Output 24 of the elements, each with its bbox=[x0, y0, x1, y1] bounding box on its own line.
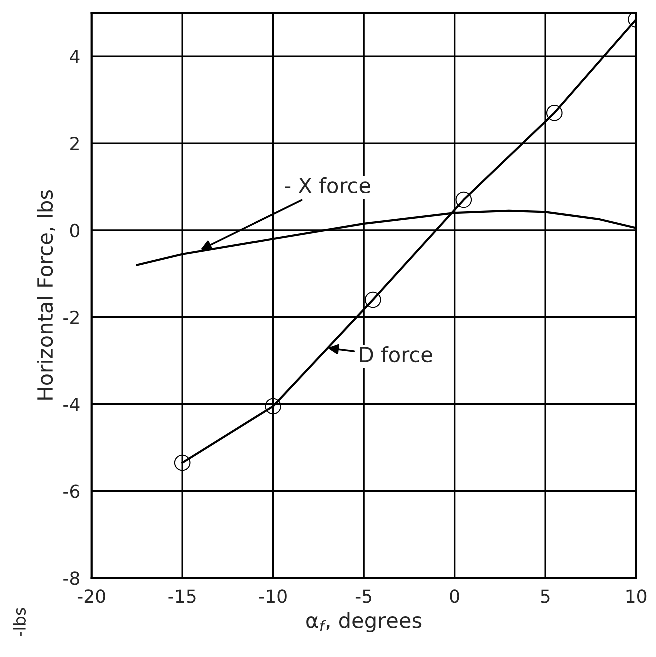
point bbox=[456, 192, 472, 208]
annotation: D force bbox=[360, 346, 432, 363]
y-tick-label: 2 bbox=[70, 136, 79, 150]
point bbox=[265, 398, 282, 415]
point bbox=[174, 454, 191, 472]
x-axis-title: α$_{f}$, degrees bbox=[306, 612, 422, 632]
x-tick-label: 10 bbox=[626, 590, 647, 604]
y-tick-label: -8 bbox=[64, 572, 80, 586]
x-tick-label: 5 bbox=[541, 590, 550, 604]
y-tick-label: -6 bbox=[64, 484, 80, 498]
y-tick-label: 4 bbox=[70, 50, 80, 64]
y-tick-label: -2 bbox=[64, 310, 79, 324]
x-tick-label: -20 bbox=[78, 590, 106, 604]
y-axis-title: Horizontal Force, lbs bbox=[37, 190, 56, 400]
text: -lbs bbox=[13, 608, 26, 636]
x-tick-label: -5 bbox=[356, 590, 372, 604]
x-tick-label: -15 bbox=[168, 590, 196, 604]
point bbox=[364, 292, 382, 308]
annotation: - X force bbox=[285, 177, 370, 194]
x-tick-label: 0 bbox=[450, 590, 460, 604]
y-tick-label: 0 bbox=[70, 224, 80, 238]
y-tick-label: -4 bbox=[64, 398, 80, 412]
x-tick-label: -10 bbox=[259, 590, 287, 604]
point bbox=[546, 104, 563, 122]
